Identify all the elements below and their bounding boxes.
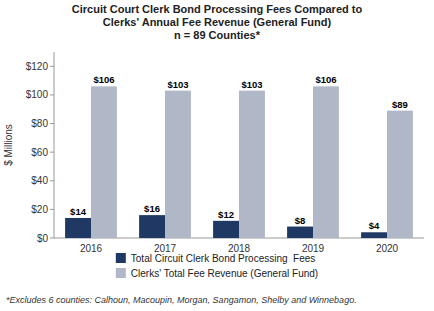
bar [387, 111, 413, 238]
y-tick [50, 209, 54, 210]
legend-swatch [116, 268, 126, 278]
data-label: $103 [241, 79, 262, 90]
y-tick-label: $40 [31, 175, 48, 186]
x-tick-label: 2016 [80, 243, 103, 254]
y-tick [50, 180, 54, 181]
footnote: *Excludes 6 counties: Calhoun, Macoupin,… [6, 295, 357, 305]
y-tick-label: $60 [31, 147, 48, 158]
data-label: $14 [70, 206, 87, 217]
y-tick-label: $80 [31, 118, 48, 129]
bar [165, 91, 191, 238]
y-tick [50, 94, 54, 95]
x-tick-label: 2020 [376, 243, 399, 254]
data-label: $8 [295, 215, 306, 226]
data-label: $12 [218, 209, 234, 220]
legend-label: Clerks' Total Fee Revenue (General Fund) [131, 268, 318, 279]
y-tick [50, 238, 54, 239]
y-tick-label: $20 [31, 204, 48, 215]
bar [239, 91, 265, 238]
y-axis-label: $ Millions [3, 124, 14, 166]
bar [139, 215, 165, 238]
y-axis-line [54, 52, 55, 238]
data-labels: $14 $106 $16 $103 $12 $103 $8 $106 $4 $89 [70, 74, 408, 231]
title-line: n = 89 Counties* [174, 29, 261, 41]
data-label: $106 [315, 74, 336, 85]
bar [91, 86, 117, 238]
bar [313, 86, 339, 238]
y-tick-label: $100 [26, 89, 49, 100]
bar [65, 218, 91, 238]
data-label: $16 [144, 203, 160, 214]
y-tick [50, 152, 54, 153]
y-tick [50, 66, 54, 67]
title-line: Circuit Court Clerk Bond Processing Fees… [72, 3, 363, 15]
data-label: $89 [392, 99, 408, 110]
legend-label: Total Circuit Clerk Bond Processing Fees [131, 253, 316, 264]
title: Circuit Court Clerk Bond Processing Fees… [72, 3, 363, 41]
bar [213, 221, 239, 238]
bar [361, 232, 387, 238]
title-line: Clerks' Annual Fee Revenue (General Fund… [103, 16, 332, 28]
y-tick-label: $120 [26, 61, 49, 72]
y-tick-label: $0 [37, 233, 49, 244]
data-label: $103 [167, 79, 188, 90]
chart: Circuit Court Clerk Bond Processing Fees… [0, 0, 434, 311]
bars [65, 86, 413, 238]
bar [287, 227, 313, 238]
legend-swatch [116, 253, 126, 263]
legend: Total Circuit Clerk Bond Processing Fees… [116, 253, 318, 279]
y-tick [50, 123, 54, 124]
data-label: $4 [369, 220, 380, 231]
data-label: $106 [93, 74, 114, 85]
